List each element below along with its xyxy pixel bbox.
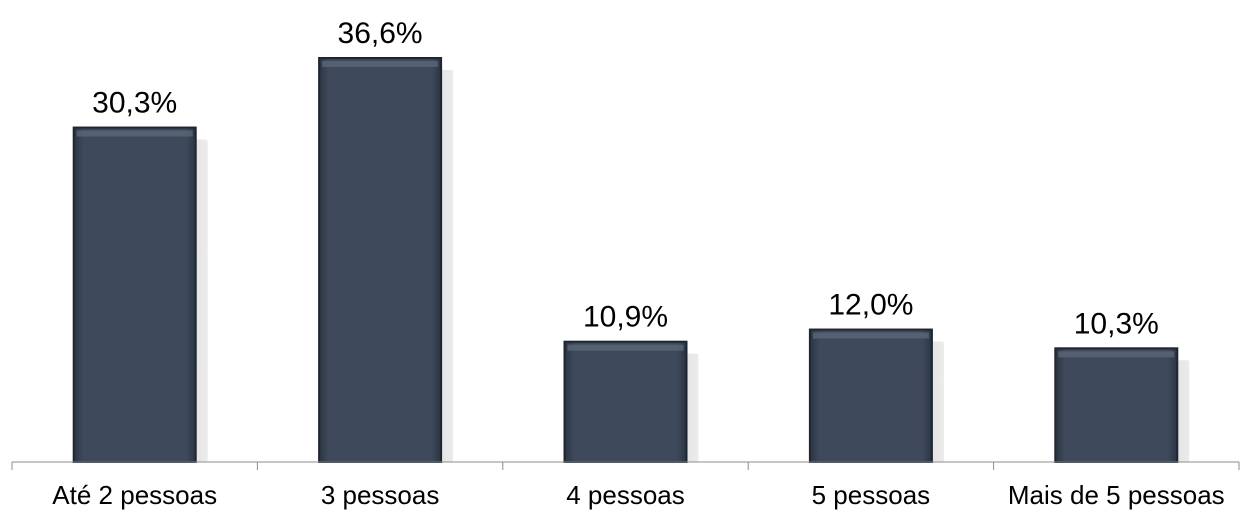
bar [72, 126, 197, 463]
bar-highlight [567, 344, 684, 351]
bars [72, 57, 1179, 464]
category-label: 5 pessoas [812, 480, 931, 510]
bar-highlight [812, 332, 929, 339]
x-axis [11, 461, 1240, 470]
bar [1054, 347, 1179, 463]
data-label: 36,6% [338, 17, 423, 50]
data-label: 12,0% [828, 289, 913, 322]
category-label: 3 pessoas [321, 480, 440, 510]
data-labels: 30,3% 36,6% 10,9% 12,0% 10,3% [92, 17, 1159, 340]
data-label: 10,3% [1074, 307, 1159, 340]
category-label: Até 2 pessoas [52, 480, 217, 510]
bar [808, 328, 933, 463]
category-labels: Até 2 pessoas 3 pessoas 4 pessoas 5 pessoas… [52, 480, 1224, 510]
category-label: 4 pessoas [566, 480, 685, 510]
bar-highlight [76, 130, 193, 137]
data-label: 10,9% [583, 301, 668, 334]
bar [563, 340, 688, 464]
bar [318, 57, 443, 463]
category-label: Mais de 5 pessoas [1008, 480, 1225, 510]
data-label: 30,3% [92, 87, 177, 120]
bar-highlight [1058, 351, 1175, 358]
bar-highlight [322, 61, 439, 67]
